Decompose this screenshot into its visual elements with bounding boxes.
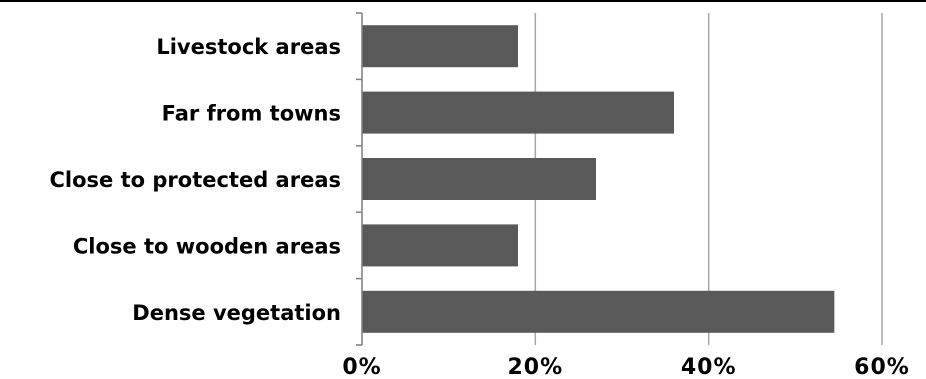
tick-label: 0% [342, 355, 381, 379]
category-label: Livestock areas [156, 35, 341, 59]
bars [362, 25, 835, 333]
bar [362, 224, 518, 267]
tick-label: 40% [681, 355, 737, 379]
bar [362, 25, 518, 68]
x-tick-labels: 0% 20% 40% 60% [342, 355, 910, 379]
category-label: Close to protected areas [50, 168, 341, 192]
tick-label: 20% [507, 355, 563, 379]
bar [362, 158, 596, 200]
category-label: Dense vegetation [132, 301, 341, 325]
tick-label: 60% [854, 355, 910, 379]
category-labels: Livestock areas Far from towns Close to pr… [50, 35, 341, 325]
y-axis [356, 12, 363, 346]
bar [362, 91, 674, 134]
bar [362, 290, 835, 333]
category-label: Close to wooden areas [73, 234, 341, 258]
category-label: Far from towns [162, 102, 341, 126]
